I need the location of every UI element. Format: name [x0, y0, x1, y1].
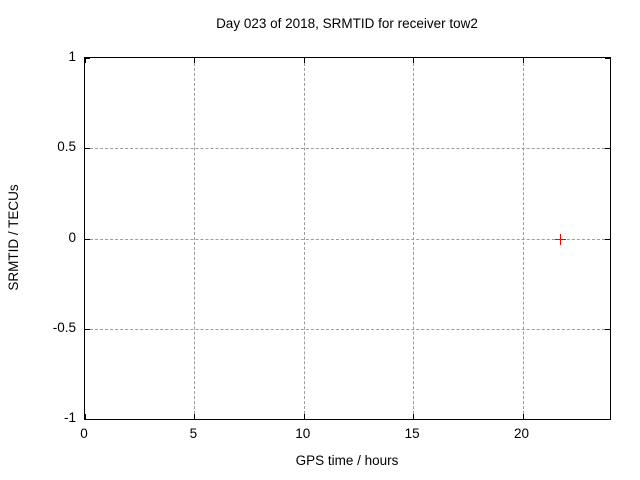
y-gridline	[85, 148, 610, 150]
y-tick-mark	[85, 328, 90, 330]
x-tick-mark	[85, 414, 86, 419]
y-tick-label: -0.5	[52, 319, 76, 335]
x-tick-mark	[194, 58, 196, 63]
y-tick-mark	[85, 419, 90, 420]
y-tick-label: 1	[68, 49, 76, 64]
y-tick-mark	[85, 148, 90, 150]
y-tick-mark	[605, 58, 610, 59]
x-tick-mark	[413, 58, 415, 63]
x-tick-mark	[303, 58, 305, 63]
y-tick-label: 0	[68, 229, 76, 245]
data-point-marker	[554, 233, 566, 245]
x-tick-mark	[522, 414, 524, 419]
x-tick-mark	[522, 58, 524, 63]
x-tick-label: 5	[189, 426, 198, 441]
x-tick-label: 20	[513, 426, 530, 441]
y-tick-label: -1	[63, 410, 76, 425]
y-tick-mark	[605, 148, 610, 150]
y-tick-mark	[605, 328, 610, 330]
y-tick-mark	[85, 238, 90, 240]
chart-title: Day 023 of 2018, SRMTID for receiver tow…	[216, 16, 478, 31]
x-tick-label: 15	[404, 426, 420, 441]
y-tick-mark	[85, 58, 90, 59]
x-axis-label: GPS time / hours	[295, 453, 399, 468]
plot-area	[84, 57, 611, 420]
y-tick-mark	[605, 419, 610, 420]
x-tick-mark	[85, 58, 86, 63]
x-tick-mark	[413, 414, 415, 419]
x-tick-mark	[303, 414, 305, 419]
y-gridline	[85, 238, 610, 240]
y-tick-label: 0.5	[57, 139, 76, 155]
x-tick-label: 0	[80, 426, 88, 441]
y-gridline	[85, 328, 610, 330]
x-tick-label: 10	[295, 426, 311, 441]
y-tick-mark	[605, 238, 610, 240]
x-tick-mark	[194, 414, 196, 419]
